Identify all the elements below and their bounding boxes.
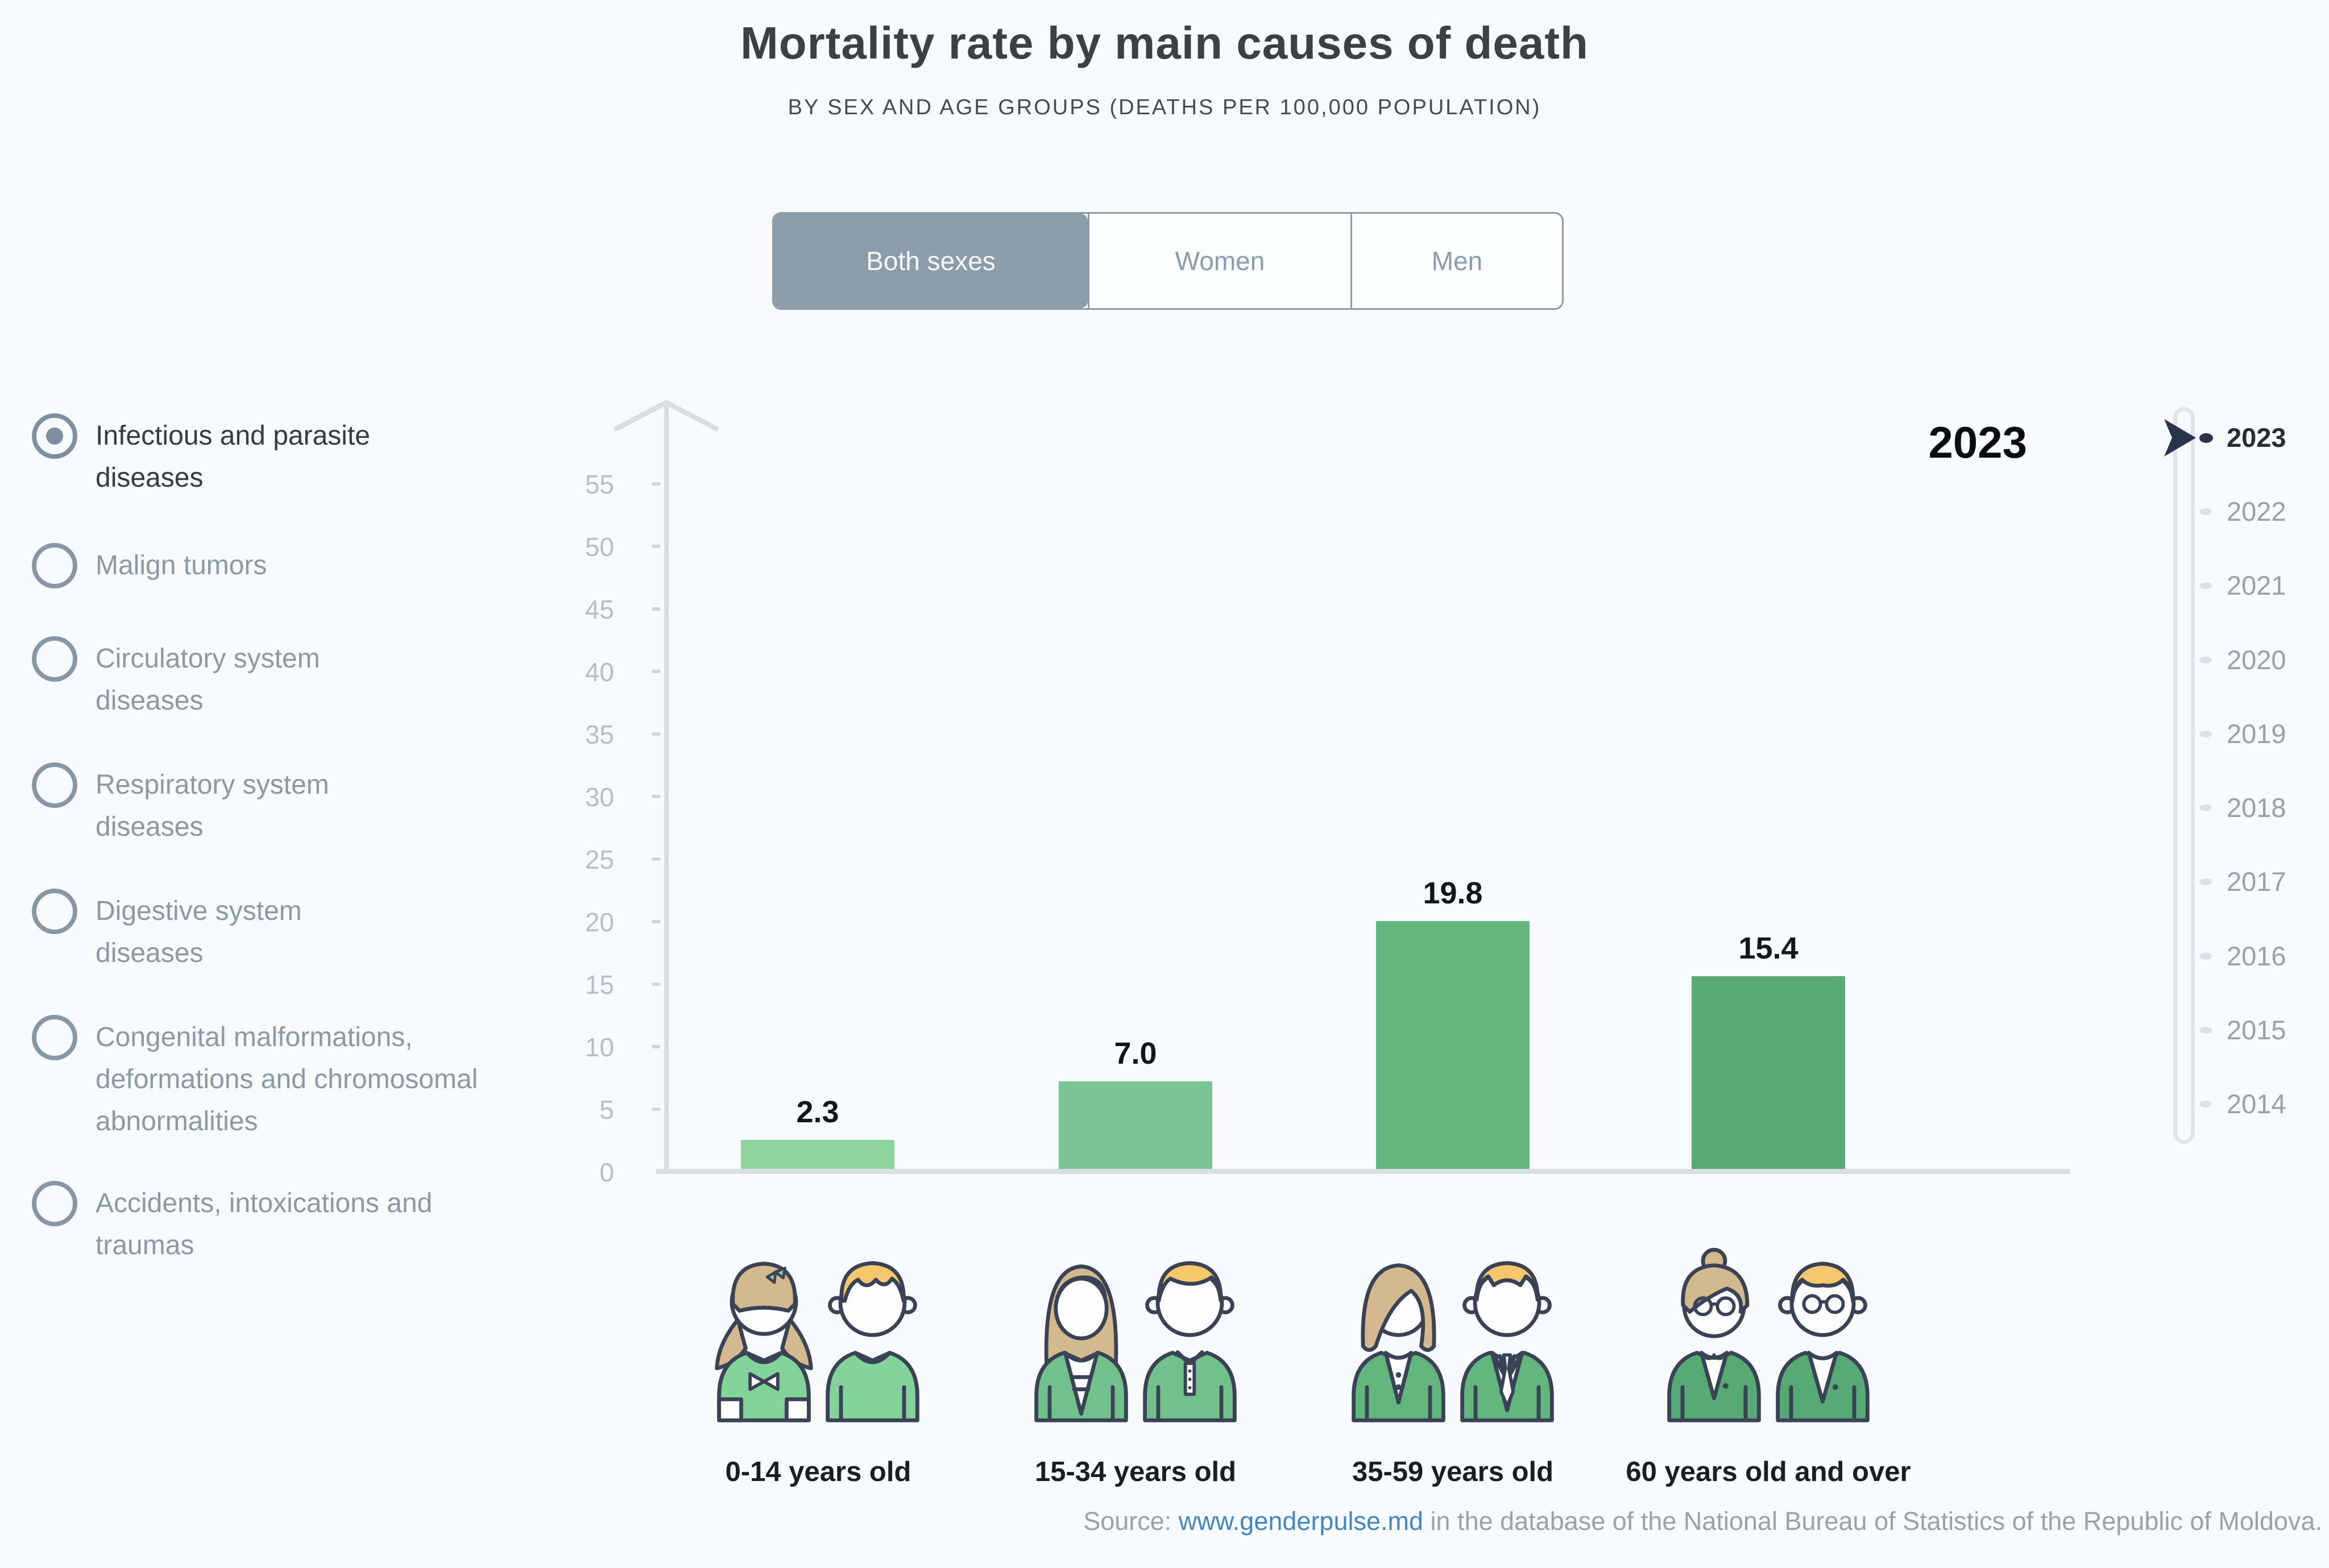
year-label-2021[interactable]: 2021 bbox=[2227, 570, 2286, 600]
age-group-60-over: 60 years old and over bbox=[1609, 1237, 1928, 1488]
year-dot-2020[interactable] bbox=[2199, 657, 2212, 663]
radio-icon[interactable] bbox=[32, 413, 77, 459]
year-label-2015[interactable]: 2015 bbox=[2227, 1015, 2286, 1045]
bar-15-34[interactable] bbox=[1059, 1081, 1212, 1169]
young-man-icon bbox=[1143, 1261, 1237, 1422]
y-tick-label: 50 bbox=[585, 532, 614, 562]
cause-label: Congenital malformations, deformations a… bbox=[96, 1022, 478, 1136]
year-label-2019[interactable]: 2019 bbox=[2227, 719, 2286, 749]
current-year-label: 2023 bbox=[1928, 417, 2027, 467]
page-subtitle: BY SEX AND AGE GROUPS (DEATHS PER 100,00… bbox=[788, 96, 1541, 119]
source-link[interactable]: www.genderpulse.md bbox=[1178, 1507, 1424, 1536]
year-dot-2018[interactable] bbox=[2199, 804, 2212, 811]
y-tick-label: 20 bbox=[585, 907, 614, 937]
elderly-man-icon bbox=[1776, 1262, 1870, 1422]
year-slider-track[interactable] bbox=[2173, 407, 2195, 1144]
sex-filter-tabs: Both sexes Women Men bbox=[772, 212, 1564, 310]
year-dot-2021[interactable] bbox=[2199, 582, 2212, 589]
radio-icon[interactable] bbox=[32, 1181, 77, 1226]
elderly-woman-icon bbox=[1667, 1247, 1761, 1422]
x-axis bbox=[656, 1169, 2070, 1174]
y-tick-label: 40 bbox=[585, 657, 614, 687]
y-tick-label: 25 bbox=[585, 845, 614, 874]
year-dot-2017[interactable] bbox=[2199, 878, 2212, 885]
y-tick bbox=[652, 482, 661, 486]
tab-both-sexes[interactable]: Both sexes bbox=[774, 214, 1088, 308]
y-tick bbox=[652, 670, 661, 673]
age-group-35-59: 35-59 years old bbox=[1294, 1237, 1612, 1488]
source-suffix: in the database of the National Bureau o… bbox=[1423, 1507, 2322, 1536]
y-tick bbox=[652, 920, 661, 923]
cause-label: Accidents, intoxications and traumas bbox=[96, 1188, 433, 1260]
tab-women[interactable]: Women bbox=[1088, 214, 1350, 308]
bar-value-label: 15.4 bbox=[1738, 931, 1798, 965]
radio-icon[interactable] bbox=[32, 762, 77, 808]
radio-icon[interactable] bbox=[32, 1015, 77, 1060]
girl-child-icon bbox=[715, 1262, 813, 1422]
radio-icon[interactable] bbox=[32, 636, 77, 682]
cause-label: Malign tumors bbox=[96, 550, 267, 580]
boy-child-icon bbox=[826, 1261, 919, 1422]
year-dot-2016[interactable] bbox=[2199, 953, 2212, 960]
y-tick-label: 15 bbox=[585, 970, 614, 999]
source-prefix: Source: bbox=[1083, 1507, 1179, 1536]
year-label-2022[interactable]: 2022 bbox=[2227, 496, 2286, 526]
y-tick-label: 55 bbox=[585, 470, 614, 499]
bar-value-label: 7.0 bbox=[1114, 1036, 1157, 1071]
tab-men[interactable]: Men bbox=[1350, 214, 1562, 308]
year-label-2018[interactable]: 2018 bbox=[2227, 793, 2286, 823]
y-tick-label: 30 bbox=[585, 782, 614, 812]
bar-value-label: 19.8 bbox=[1423, 876, 1483, 910]
cause-label: Infectious and parasite diseases bbox=[96, 421, 370, 493]
year-label-2023[interactable]: 2023 bbox=[2227, 422, 2286, 453]
source-note: Source: www.genderpulse.md in the databa… bbox=[1083, 1507, 2322, 1536]
age-group-15-34: 15-34 years old bbox=[976, 1237, 1295, 1488]
y-tick bbox=[652, 607, 661, 611]
y-tick bbox=[652, 795, 661, 798]
age-group-0-14: 0-14 years old bbox=[659, 1237, 977, 1488]
y-axis bbox=[664, 403, 669, 1171]
y-tick-label: 45 bbox=[585, 595, 614, 624]
y-tick-label: 10 bbox=[585, 1032, 614, 1062]
year-dot-2015[interactable] bbox=[2199, 1027, 2212, 1034]
year-label-2016[interactable]: 2016 bbox=[2227, 941, 2286, 971]
cause-label: Respiratory system diseases bbox=[96, 770, 329, 842]
age-group-label: 15-34 years old bbox=[1034, 1457, 1237, 1487]
y-tick bbox=[652, 545, 661, 548]
radio-icon[interactable] bbox=[32, 889, 77, 934]
year-dot-2022[interactable] bbox=[2199, 508, 2212, 515]
y-tick-label: 5 bbox=[599, 1095, 614, 1125]
year-label-2017[interactable]: 2017 bbox=[2227, 866, 2286, 897]
page-title: Mortality rate by main causes of death bbox=[740, 18, 1589, 68]
bar-0-14[interactable] bbox=[741, 1140, 894, 1169]
age-group-label: 60 years old and over bbox=[1626, 1457, 1911, 1487]
year-label-2014[interactable]: 2014 bbox=[2227, 1089, 2286, 1119]
age-group-label: 35-59 years old bbox=[1352, 1457, 1554, 1487]
young-woman-icon bbox=[1034, 1264, 1128, 1422]
bar-value-label: 2.3 bbox=[796, 1095, 839, 1129]
y-tick-label: 35 bbox=[585, 720, 614, 749]
radio-icon[interactable] bbox=[32, 543, 77, 588]
age-group-label: 0-14 years old bbox=[725, 1457, 911, 1487]
bar-60-over[interactable] bbox=[1692, 976, 1845, 1169]
middle-aged-man-icon bbox=[1460, 1261, 1554, 1422]
cause-label: Circulatory system diseases bbox=[96, 644, 320, 716]
middle-aged-woman-icon bbox=[1352, 1263, 1445, 1422]
y-tick bbox=[652, 732, 661, 736]
y-tick bbox=[652, 1107, 661, 1111]
y-tick-label: 0 bbox=[599, 1158, 614, 1187]
year-dot-2023[interactable] bbox=[2199, 433, 2213, 443]
cause-label: Digestive system diseases bbox=[96, 896, 302, 968]
y-tick bbox=[652, 982, 661, 986]
year-dot-2014[interactable] bbox=[2199, 1101, 2212, 1107]
y-tick bbox=[652, 1045, 661, 1048]
year-dot-2019[interactable] bbox=[2199, 731, 2212, 737]
y-tick bbox=[652, 857, 661, 861]
year-label-2020[interactable]: 2020 bbox=[2227, 645, 2286, 675]
bar-35-59[interactable] bbox=[1376, 921, 1530, 1169]
year-slider-arrow-icon[interactable] bbox=[2164, 419, 2197, 457]
